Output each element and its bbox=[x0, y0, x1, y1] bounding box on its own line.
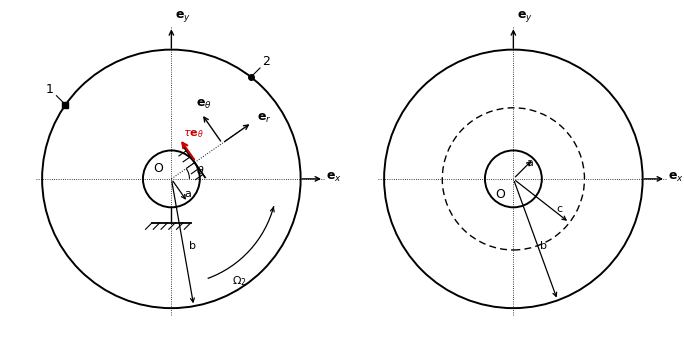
Text: $\mathbf{e}_y$: $\mathbf{e}_y$ bbox=[175, 9, 191, 24]
Text: $\mathbf{e}_\theta$: $\mathbf{e}_\theta$ bbox=[196, 98, 212, 111]
Text: a: a bbox=[184, 189, 191, 199]
Text: $\Omega_2$: $\Omega_2$ bbox=[232, 274, 247, 288]
Text: $\theta$: $\theta$ bbox=[196, 164, 205, 176]
Text: a: a bbox=[527, 158, 534, 168]
Text: $\mathbf{e}_x$: $\mathbf{e}_x$ bbox=[668, 171, 684, 184]
Text: 1: 1 bbox=[46, 83, 54, 96]
Text: c: c bbox=[556, 204, 562, 215]
Text: $\tau\mathbf{e}_\theta$: $\tau\mathbf{e}_\theta$ bbox=[183, 128, 205, 140]
Text: O: O bbox=[495, 188, 505, 201]
Text: b: b bbox=[189, 241, 196, 251]
Text: $\mathbf{e}_r$: $\mathbf{e}_r$ bbox=[257, 112, 272, 125]
Text: $\mathbf{e}_y$: $\mathbf{e}_y$ bbox=[517, 9, 533, 24]
Text: b: b bbox=[540, 240, 547, 251]
Text: O: O bbox=[153, 162, 163, 175]
Text: 2: 2 bbox=[263, 55, 270, 68]
Text: $\mathbf{e}_x$: $\mathbf{e}_x$ bbox=[326, 171, 342, 184]
